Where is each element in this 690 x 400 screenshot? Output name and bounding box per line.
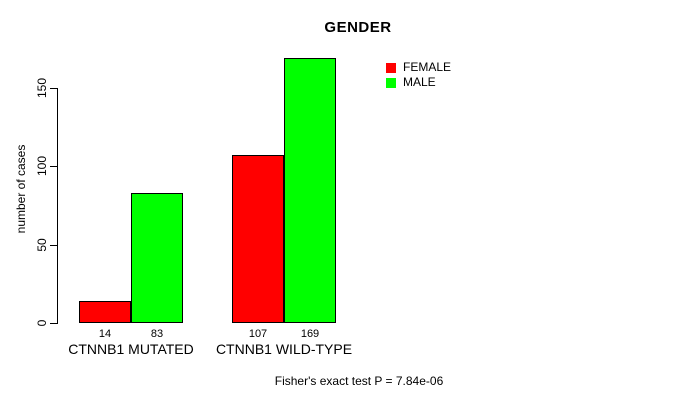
legend-swatch-female-icon [386, 62, 396, 73]
legend-item-female: FEMALE [386, 60, 452, 74]
chart-legend: FEMALE MALE [386, 60, 452, 89]
bar-male-group2 [284, 58, 336, 323]
bar-value-label: 83 [150, 328, 164, 340]
y-axis-tick-label: 0 [35, 319, 49, 327]
y-axis-tick [50, 323, 58, 324]
bar-female-group2 [232, 155, 284, 323]
y-axis-label: number of cases [14, 144, 28, 234]
legend-label-male: MALE [403, 75, 436, 89]
y-axis-tick-label: 150 [35, 77, 49, 99]
bar-value-label: 14 [98, 328, 112, 340]
y-axis-tick [50, 245, 58, 246]
legend-swatch-male-icon [386, 77, 396, 88]
bar-female-group1 [79, 301, 131, 323]
y-axis-tick [50, 166, 58, 167]
chart-title: GENDER [324, 19, 392, 36]
bar-value-label: 107 [248, 328, 268, 340]
y-axis-line [57, 88, 58, 324]
x-axis-category-label: CTNNB1 WILD-TYPE [215, 341, 353, 357]
legend-item-male: MALE [386, 75, 451, 89]
legend-label-female: FEMALE [403, 60, 452, 74]
annotation-text: Fisher's exact test P = 7.84e-06 [274, 374, 444, 388]
y-axis-tick-label: 50 [35, 238, 49, 252]
y-axis-tick-label: 100 [35, 155, 49, 177]
bar-value-label: 169 [300, 328, 320, 340]
x-axis-category-label: CTNNB1 MUTATED [68, 341, 194, 357]
y-axis-tick [50, 88, 58, 89]
bar-male-group1 [131, 193, 183, 323]
